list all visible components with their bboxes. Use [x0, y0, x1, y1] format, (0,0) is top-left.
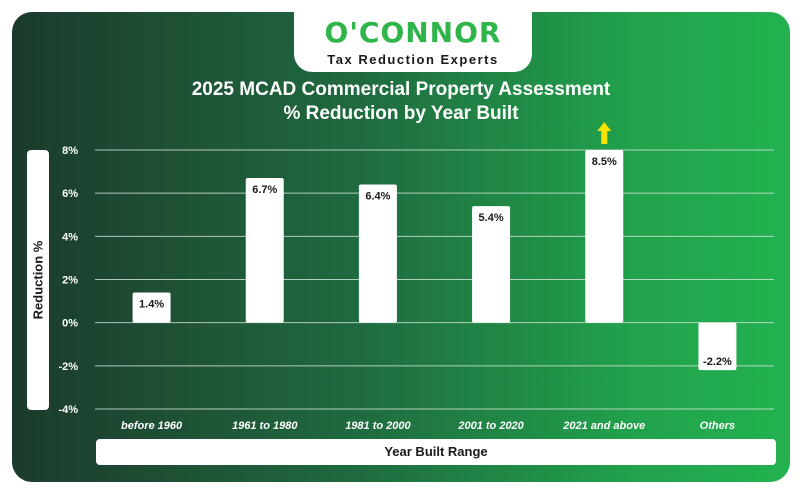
- y-tick-label: 0%: [62, 318, 78, 330]
- x-tick-label: 2001 to 2020: [457, 420, 524, 432]
- bar-value-label: 5.4%: [479, 212, 504, 224]
- x-tick-label: before 1960: [121, 420, 183, 432]
- bar-value-label: 6.4%: [365, 191, 390, 203]
- y-tick-label: 6%: [62, 188, 78, 200]
- y-tick-label: -4%: [58, 404, 78, 416]
- bar: [472, 206, 511, 323]
- brand-tagline: Tax Reduction Experts: [327, 52, 499, 67]
- bar: [585, 150, 624, 323]
- bar-value-label: 1.4%: [139, 298, 164, 310]
- y-axis-label-box: Reduction %: [27, 150, 49, 410]
- chart-title-line-1: 2025 MCAD Commercial Property Assessment: [191, 79, 611, 100]
- y-tick-label: 8%: [62, 145, 78, 157]
- bar-value-label: 6.7%: [252, 184, 277, 196]
- bar-value-label: -2.2%: [703, 356, 732, 368]
- chart-title-line-2: % Reduction by Year Built: [283, 103, 519, 124]
- brand-logo: O'CONNOR: [324, 16, 502, 49]
- up-arrow-icon: [597, 122, 612, 144]
- bar-chart-plot: 8% 6% 4% 2% 0% -2% -4% 1.4% before 1960 6.7% 1961 …: [58, 122, 774, 432]
- logo-badge: O'CONNOR Tax Reduction Experts: [294, 12, 532, 72]
- chart-title: 2025 MCAD Commercial Property Assessment…: [112, 78, 690, 126]
- x-axis-label-box: Year Built Range: [96, 439, 776, 465]
- x-tick-label: Others: [700, 420, 735, 432]
- x-tick-label: 2021 and above: [562, 420, 645, 432]
- bar: [245, 178, 284, 323]
- x-axis-label: Year Built Range: [384, 444, 488, 459]
- x-tick-label: 1961 to 1980: [232, 420, 298, 432]
- bar: [358, 184, 397, 323]
- bar: [698, 322, 737, 371]
- bar-value-label: 8.5%: [592, 156, 617, 168]
- y-tick-label: 4%: [62, 231, 78, 243]
- chart-card: O'CONNOR Tax Reduction Experts 2025 MCAD…: [12, 12, 790, 482]
- y-tick-label: 2%: [62, 275, 78, 287]
- x-tick-label: 1981 to 2000: [345, 420, 411, 432]
- y-tick-label: -2%: [58, 361, 78, 373]
- bar: [132, 292, 171, 323]
